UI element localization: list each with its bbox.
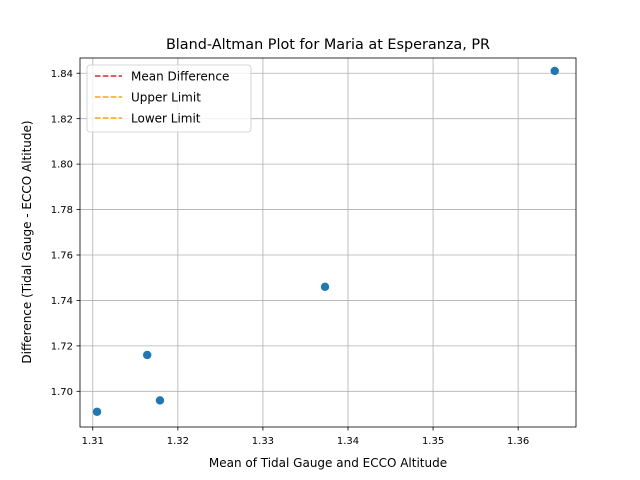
legend-label: Mean Difference (131, 69, 229, 83)
x-tick-label: 1.36 (507, 436, 529, 447)
y-tick-label: 1.70 (51, 387, 73, 398)
data-point (550, 66, 559, 76)
grid-lines (80, 58, 576, 427)
x-tick-label: 1.35 (422, 436, 444, 447)
legend-label: Lower Limit (131, 111, 201, 125)
data-point (320, 282, 330, 292)
x-axis-ticks: 1.31 1.32 1.33 1.34 1.35 1.36 (82, 427, 529, 447)
legend-box (86, 64, 252, 133)
y-tick-label: 1.72 (51, 341, 73, 352)
y-tick-label: 1.76 (51, 251, 73, 262)
y-tick-label: 1.78 (51, 205, 73, 216)
x-axis-label: Mean of Tidal Gauge and ECCO Altitude (209, 456, 447, 470)
legend-label: Upper Limit (131, 90, 201, 104)
y-axis-ticks: 1.70 1.72 1.74 1.76 1.78 1.80 1.82 1.84 (51, 69, 80, 398)
chart-title: Bland-Altman Plot for Maria at Esperanza… (166, 37, 490, 53)
data-point (155, 396, 165, 405)
x-tick-label: 1.31 (82, 436, 104, 447)
y-tick-label: 1.80 (51, 160, 73, 171)
y-tick-label: 1.84 (51, 69, 73, 80)
y-tick-label: 1.74 (51, 296, 73, 307)
plot-area-frame (79, 57, 577, 428)
x-tick-label: 1.33 (252, 436, 274, 447)
x-tick-label: 1.34 (337, 436, 359, 447)
y-tick-label: 1.82 (51, 114, 73, 125)
data-points (92, 66, 559, 416)
data-point (143, 350, 152, 360)
y-axis-label: Difference (Tidal Gauge - ECCO Altitude) (20, 120, 34, 363)
x-tick-label: 1.32 (167, 436, 189, 447)
data-point (92, 407, 102, 416)
legend: Mean Difference Upper Limit Lower Limit (86, 64, 252, 133)
